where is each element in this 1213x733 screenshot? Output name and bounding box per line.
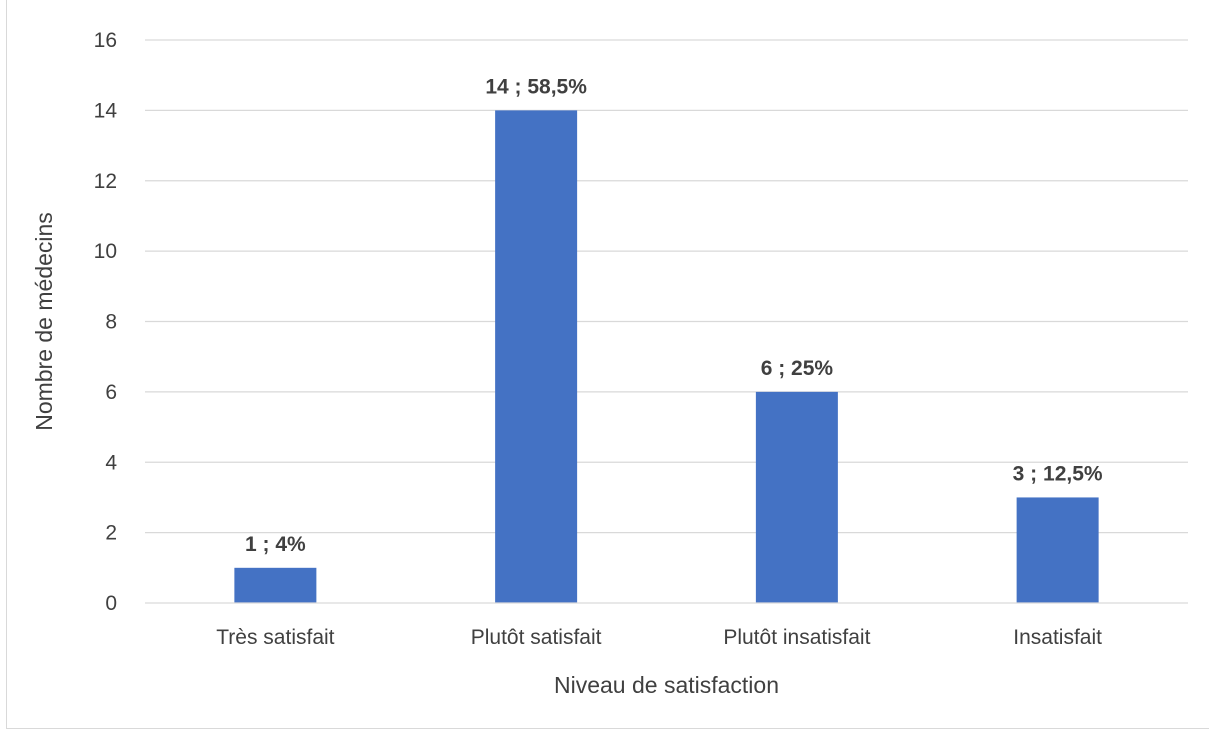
data-label: 6 ; 25% [761,357,834,380]
y-tick-label: 12 [94,170,117,193]
x-tick-label: Insatisfait [1013,626,1102,649]
data-label: 14 ; 58,5% [485,75,587,98]
y-tick-label: 4 [105,451,117,474]
y-tick-label: 2 [105,522,117,545]
y-tick-label: 16 [94,29,117,52]
x-axis-ticks: Très satisfait Plutôt satisfait Plutôt ins… [216,626,1102,649]
y-tick-label: 6 [105,381,117,404]
y-tick-label: 14 [94,99,118,122]
bar [1016,497,1099,603]
bar [234,567,317,603]
data-labels: 1 ; 4% 14 ; 58,5% 6 ; 25% 3 ; 12,5% [245,75,1103,555]
gridlines [145,39,1188,534]
x-tick-label: Plutôt satisfait [471,626,602,649]
data-label: 1 ; 4% [245,533,306,556]
bar [755,391,838,603]
bars [234,110,1099,603]
y-axis-title: Nombre de médecins [31,212,57,431]
x-tick-label: Très satisfait [216,626,334,649]
y-tick-label: 10 [94,240,117,263]
y-tick-label: 0 [105,592,117,615]
bar [495,110,578,603]
y-tick-label: 8 [105,311,117,334]
chart-frame [6,0,1209,729]
y-axis-ticks: 0 2 4 6 8 10 12 14 16 [94,29,118,615]
data-label: 3 ; 12,5% [1013,462,1103,485]
x-tick-label: Plutôt insatisfait [723,626,870,649]
x-axis-title: Niveau de satisfaction [554,672,779,698]
